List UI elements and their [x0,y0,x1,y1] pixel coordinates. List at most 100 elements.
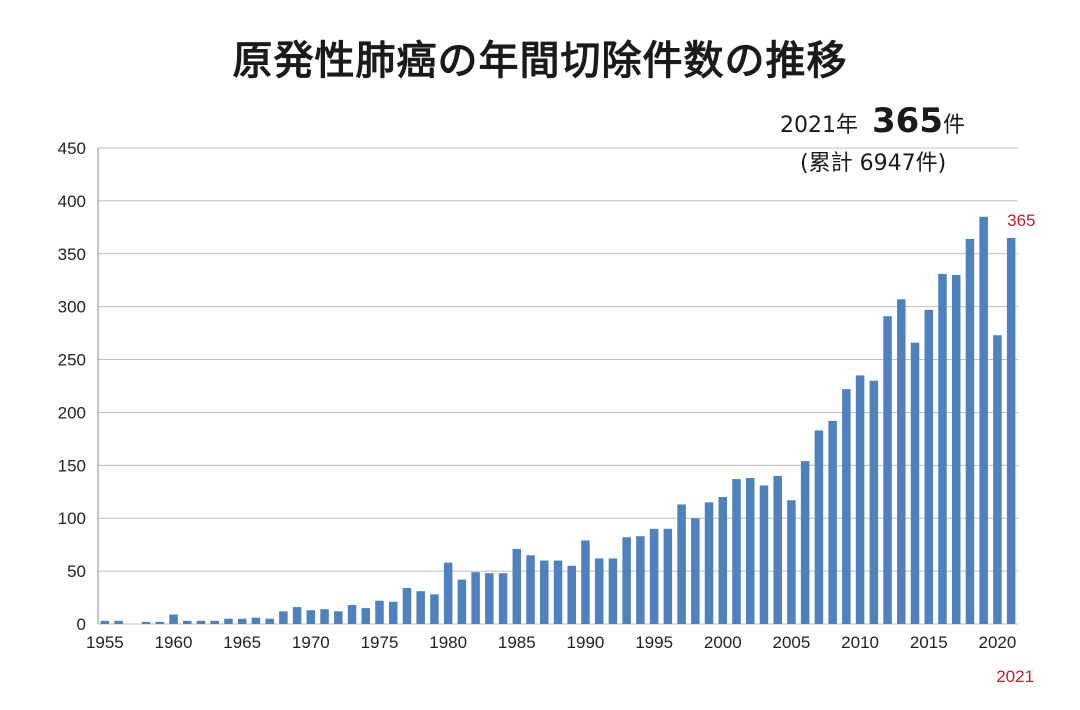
x-tick-label: 1995 [635,633,673,652]
bar-1960 [169,614,178,624]
bar-1976 [388,601,398,624]
bar-2007 [814,430,824,624]
y-tick-label: 0 [77,615,86,634]
bar-1955 [100,620,110,624]
bar-2000 [718,497,728,624]
bar-2002 [745,478,755,624]
bar-1979 [430,594,439,624]
x-tick-label: 2005 [773,633,811,652]
bar-2010 [855,375,865,624]
bar-1968 [279,611,288,624]
bar-1985 [512,548,522,624]
bar-1997 [677,504,686,624]
bar-1961 [182,620,192,624]
x-tick-label: 2010 [841,633,879,652]
bar-1958 [141,621,151,624]
bar-2021 [1006,237,1016,624]
bar-1971 [320,609,329,624]
bar-1973 [347,604,357,624]
bar-1970 [306,610,316,624]
bar-2005 [787,500,796,624]
bar-2009 [842,389,851,624]
bar-1982 [471,572,480,624]
bar-1998 [691,518,700,624]
x-label-2021: 2021 [996,667,1034,686]
bar-2020 [993,335,1002,624]
value-annotation: 365 [1007,211,1035,230]
bar-1988 [553,560,563,624]
bar-1956 [114,620,123,624]
bar-2018 [965,238,975,625]
bar-1989 [567,565,576,624]
bars [100,216,1016,625]
y-tick-label: 400 [58,192,86,211]
bar-2012 [883,316,892,624]
bar-1986 [526,555,535,624]
y-tick-label: 100 [58,509,86,528]
x-axis-ticks: 1955 1960 1965 1970 1975 1980 1985 1990 1995 2000… [86,633,1016,652]
y-tick-label: 50 [67,562,86,581]
bar-2004 [773,475,782,624]
bar-1994 [636,536,645,624]
bar-1963 [210,620,219,624]
bar-1959 [155,621,165,624]
y-axis-ticks: 0 50 100 150 200 250 300 350 400 450 [58,139,86,634]
bar-2003 [759,485,769,624]
bar-2016 [938,273,947,624]
summary-box: 2021年 365件 (累計 6947件) [780,96,965,180]
y-tick-label: 350 [58,245,86,264]
bar-1996 [663,528,673,624]
summary-year: 2021年 [780,113,858,138]
annotations: 365 2021 [996,211,1035,686]
bar-2001 [732,479,741,624]
bar-1974 [361,608,371,624]
bar-2017 [951,274,961,624]
x-tick-label: 1990 [567,633,605,652]
y-tick-label: 150 [58,456,86,475]
x-tick-label: 1975 [361,633,399,652]
bar-1990 [581,540,590,624]
summary-count: 365 [872,101,943,141]
bar-2013 [897,299,906,624]
summary-unit: 件 [942,113,965,138]
bar-1987 [540,560,549,624]
summary-cumulative: (累計 6947件) [800,151,947,176]
bar-1965 [237,618,247,624]
x-tick-label: 1955 [86,633,124,652]
chart-title: 原発性肺癌の年間切除件数の推移 [232,38,848,84]
x-tick-label: 1965 [223,633,261,652]
y-tick-label: 300 [58,298,86,317]
bar-1972 [334,611,343,624]
x-tick-label: 1980 [429,633,467,652]
x-tick-label: 2000 [704,633,742,652]
bar-1983 [485,573,494,624]
x-tick-label: 2020 [978,633,1016,652]
bar-2011 [869,380,879,624]
bar-1991 [594,558,604,624]
x-tick-label: 2015 [910,633,948,652]
bar-2015 [924,309,934,624]
y-tick-label: 250 [58,351,86,370]
x-tick-label: 1970 [292,633,330,652]
bar-1966 [251,617,261,624]
x-tick-label: 1960 [155,633,193,652]
bar-1981 [457,579,467,624]
bar-1984 [498,573,508,624]
bar-2008 [828,420,837,624]
y-tick-label: 200 [58,403,86,422]
bar-1999 [704,502,714,624]
bar-2006 [800,461,810,624]
bar-1975 [375,600,384,624]
bar-1969 [292,607,302,624]
bar-1992 [608,558,618,624]
bar-1980 [443,562,453,624]
bar-1964 [224,618,233,624]
bar-1995 [649,528,659,624]
bar-1967 [265,618,274,624]
grid-lines [97,147,1018,625]
bar-1978 [416,591,425,624]
x-tick-label: 1985 [498,633,536,652]
y-tick-label: 450 [58,139,86,158]
bar-1977 [402,588,412,624]
